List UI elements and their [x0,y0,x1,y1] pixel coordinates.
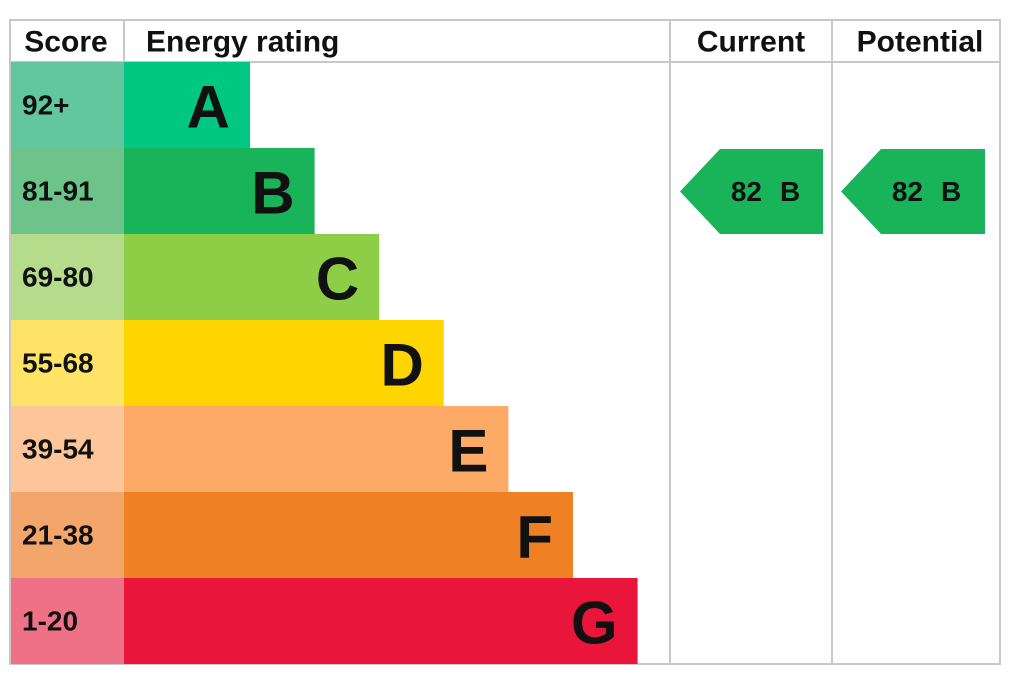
score-cell [11,62,124,148]
band-letter: B [251,160,294,227]
band-letter: F [516,504,553,571]
band-letter: E [448,418,488,485]
score-label: 92+ [22,90,70,121]
score-cell [11,578,124,664]
score-label: 81-91 [22,176,94,207]
rating-bar [124,578,638,664]
current-arrow [680,149,823,234]
band-letter: D [380,332,423,399]
rating-bar [124,62,250,148]
score-label: 39-54 [22,434,94,465]
header-potential: Potential [857,26,984,59]
rating-bar [124,234,380,320]
header-rating: Energy rating [146,26,339,59]
score-cell [11,492,124,578]
score-cell [11,234,124,320]
current-band: B [780,176,800,207]
potential-band: B [941,176,961,207]
current-value: 82 [731,176,762,207]
band-letter: A [187,74,230,141]
score-cell [11,406,124,492]
rating-bar [124,320,444,406]
band-letter: G [571,590,618,657]
potential-arrow [841,149,985,234]
header-current: Current [697,26,805,59]
band-letter: C [316,246,359,313]
score-cell [11,148,124,234]
rating-bar [124,148,315,234]
score-label: 21-38 [22,520,94,551]
score-cell [11,320,124,406]
header-score: Score [24,26,107,59]
rating-bar [124,492,573,578]
rating-bar [124,406,509,492]
potential-value: 82 [892,176,923,207]
score-label: 55-68 [22,348,94,379]
score-label: 1-20 [22,606,78,637]
score-label: 69-80 [22,262,94,293]
